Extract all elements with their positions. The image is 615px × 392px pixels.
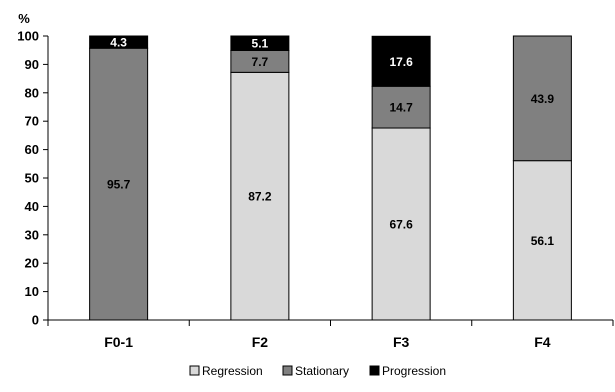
legend-swatch-regression	[189, 365, 200, 376]
y-tick-label: 50	[25, 171, 39, 186]
x-category-label: F0-1	[104, 334, 133, 350]
y-tick-label: 100	[17, 29, 39, 44]
data-label: 14.7	[389, 101, 413, 115]
y-tick-label: 0	[32, 313, 39, 328]
legend-label: Regression	[202, 364, 263, 378]
y-tick-label: 60	[25, 142, 39, 157]
bar-segment-progression	[371, 35, 431, 87]
bar-segment-regression	[371, 127, 431, 321]
x-category-label: F3	[393, 334, 410, 350]
bar-segment-stationary	[371, 85, 431, 129]
legend-swatch-progression	[369, 365, 380, 376]
legend-swatch-stationary	[282, 365, 293, 376]
y-tick-label: 80	[25, 85, 39, 100]
data-label: 5.1	[252, 37, 269, 51]
y-tick-label: 20	[25, 256, 39, 271]
bar-segment-progression	[230, 35, 290, 51]
legend-label: Progression	[382, 364, 446, 378]
legend-label: Stationary	[295, 364, 349, 378]
y-tick-label: 40	[25, 199, 39, 214]
bar-segment-regression	[230, 71, 290, 321]
y-axis-unit-label: %	[18, 11, 30, 26]
data-label: 56.1	[531, 234, 555, 248]
data-label: 4.3	[110, 36, 127, 50]
y-tick-label: 90	[25, 57, 39, 72]
data-label: 43.9	[531, 92, 555, 106]
data-label: 95.7	[107, 178, 131, 192]
data-label: 7.7	[252, 55, 269, 69]
bar-segment-stationary	[512, 35, 572, 162]
x-category-label: F4	[534, 334, 551, 350]
y-tick-label: 10	[25, 284, 39, 299]
data-label: 17.6	[389, 55, 413, 69]
x-category-label: F2	[252, 334, 269, 350]
y-tick-label: 30	[25, 227, 39, 242]
bar-segment-regression	[512, 160, 572, 321]
y-tick-label: 70	[25, 114, 39, 129]
bar-segment-progression	[89, 35, 149, 49]
data-label: 87.2	[248, 190, 272, 204]
data-label: 67.6	[389, 218, 413, 232]
